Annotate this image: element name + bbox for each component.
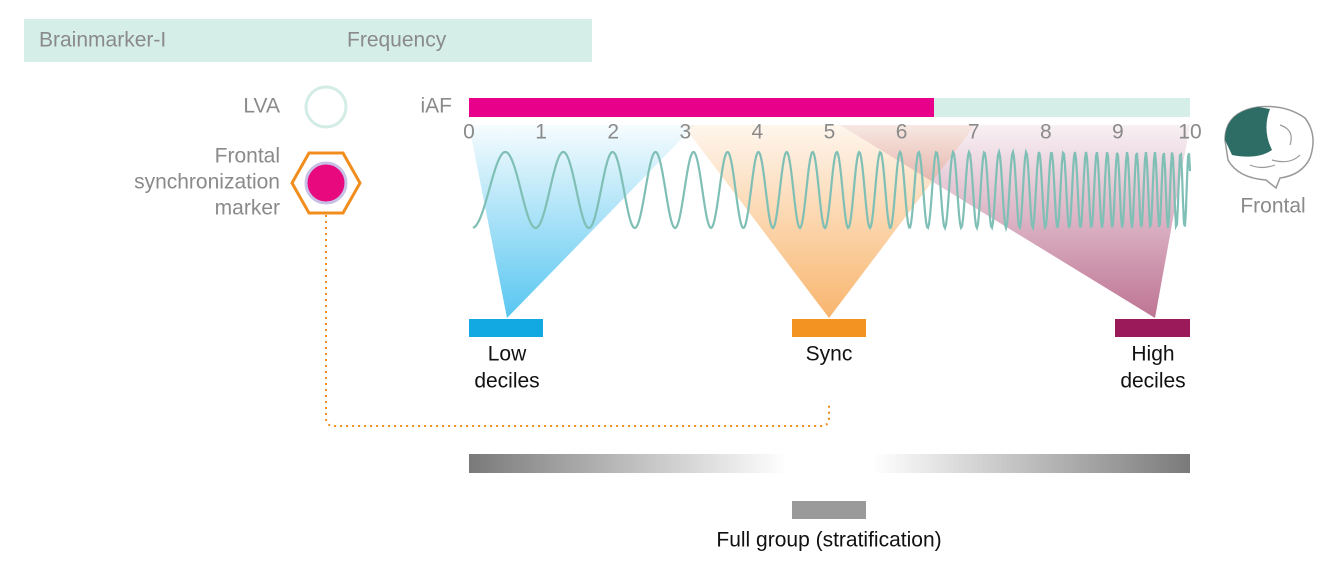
tick-label: 10 [1178,121,1201,144]
tick-label: 1 [535,121,547,144]
region-label: Frontal [1240,195,1305,218]
wave [472,147,1192,233]
low-bar [469,319,543,337]
header-column: Frequency [347,29,447,52]
iaf-band [469,98,934,117]
link [325,215,830,427]
marker-label: Frontal [215,145,280,168]
group-label: Sync [806,343,853,366]
iaf-label: iAF [421,95,453,118]
tick-label: 3 [679,121,691,144]
marker-label: marker [215,197,280,220]
gradient-bar [469,454,1190,473]
tick-label: 0 [463,121,475,144]
marker-label: synchronization [134,171,280,194]
header-title: Brainmarker-I [39,29,166,52]
group-label: deciles [1120,370,1185,393]
marker-label: LVA [243,95,280,118]
high-bar [1115,319,1190,337]
tick-label: 9 [1112,121,1124,144]
sync-dot [304,161,348,205]
tick-label: 4 [752,121,764,144]
header-band [24,19,592,62]
tick-label: 7 [968,121,980,144]
high-cone [840,125,1190,318]
group-label: deciles [474,370,539,393]
full-group-label: Full group (stratification) [716,529,941,552]
lva-icon [304,85,348,129]
tick-label: 6 [896,121,908,144]
sync-cone [683,125,975,318]
brain [1224,105,1314,190]
tick-label: 5 [824,121,836,144]
tick-label: 2 [607,121,619,144]
sync-bar [792,319,866,337]
tick-label: 8 [1040,121,1052,144]
low-cone [469,125,695,318]
full-bar [792,501,866,519]
group-label: High [1131,343,1174,366]
group-label: Low [488,343,527,366]
